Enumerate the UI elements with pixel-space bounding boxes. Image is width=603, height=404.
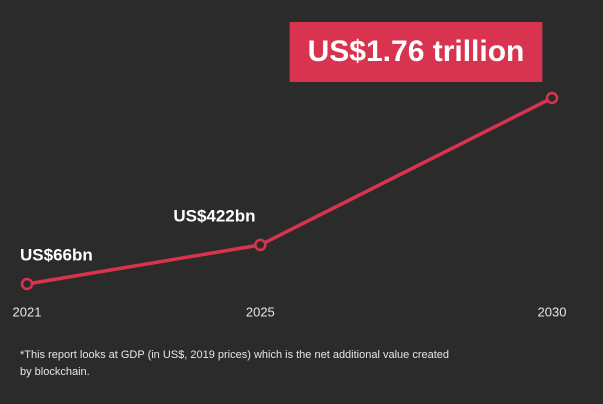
point <box>254 238 267 252</box>
footnote: *This report looks at GDP (in US$, 2019 … <box>20 349 450 378</box>
data-label: US$1.76 trillion <box>308 35 525 68</box>
line <box>26 96 553 286</box>
x-tick-label: 2030 <box>538 304 567 319</box>
x-tick-label: 2025 <box>246 304 275 319</box>
x-tick-label: 2021 <box>13 304 42 319</box>
point <box>20 277 34 291</box>
point <box>545 91 559 105</box>
data-label: US$422bn <box>173 206 255 225</box>
label-box <box>289 22 543 82</box>
highlight-label: US$1.76 trillion <box>289 22 543 82</box>
data-label: US$66bn <box>20 245 93 264</box>
